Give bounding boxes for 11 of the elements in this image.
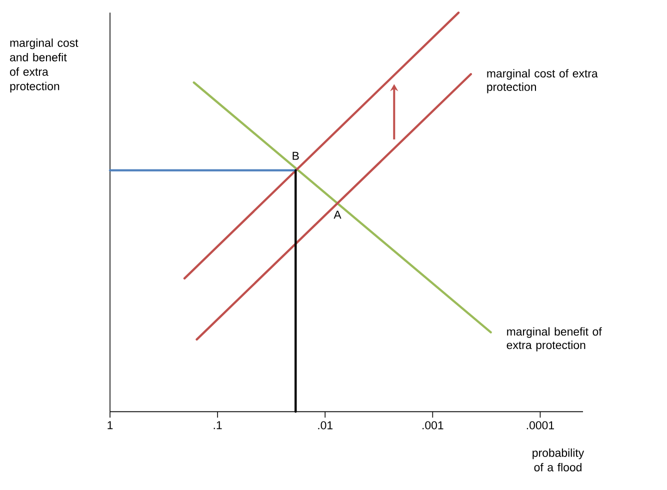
x-tick-label: .1	[214, 421, 222, 430]
y-axis-title: marginal cost and benefit of extra protection	[10, 38, 78, 93]
x-tick-label: .01	[318, 421, 333, 430]
annotation: B	[292, 152, 299, 160]
x-tick-label: 1	[108, 421, 113, 430]
x-tick-label: .001	[422, 421, 444, 430]
annotation: A	[334, 210, 342, 219]
series-label: marginal benefit of extra protection	[506, 327, 602, 352]
x-axis-title: probability of a flood	[532, 448, 584, 472]
series-label: marginal cost of extra protection	[487, 69, 598, 94]
x-tick-label: .0001	[526, 421, 554, 430]
